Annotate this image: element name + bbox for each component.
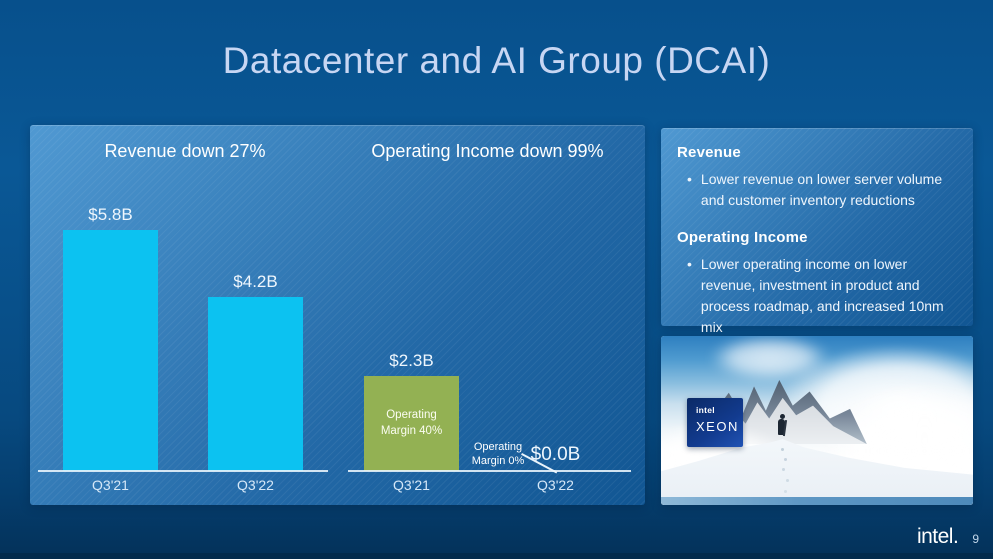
bullet-icon: • [687,171,692,187]
operating-margin-0-label: Operating Margin 0% [471,441,525,468]
operating-income-section-heading: Operating Income [677,229,808,246]
intel-logo-small: intel [696,405,715,415]
chart-panel: Revenue down 27% Operating Income down 9… [30,125,645,505]
footer: intel. 9 [917,525,979,549]
operating-income-section: Operating Income • Lower operating incom… [677,229,957,338]
x-tick-label: Q3'22 [237,477,274,493]
xeon-label: XEON [696,419,739,434]
intel-xeon-badge: intel XEON [687,398,743,447]
bar-value-label: $5.8B [88,205,133,224]
climber-head [779,414,785,420]
revenue-bullet-text: Lower revenue on lower server volume and… [700,171,943,208]
climber-body [778,419,786,436]
revenue-bar-q322 [208,297,303,471]
opinc-bar-q321: Operating Margin 40% [364,376,459,471]
revenue-section: Revenue • Lower revenue on lower server … [677,144,957,211]
bar-value-label: $2.3B [389,351,434,370]
bottom-strip [0,553,993,559]
x-tick-label: Q3'21 [393,477,430,493]
operating-income-chart-header: Operating Income down 99% [371,141,604,161]
commentary-panel: Revenue • Lower revenue on lower server … [661,128,973,335]
page-title: Datacenter and AI Group (DCAI) [222,40,771,81]
bar-group-revenue-q321: $5.8B [63,205,158,471]
operating-income-bullet: • Lower operating income on lower revenu… [677,254,957,338]
photo-bottom-strip [661,497,973,505]
bar-group-opinc-q322: $0.0B [508,444,603,471]
mountain-photo: intel XEON [661,336,973,505]
x-tick-label: Q3'21 [92,477,129,493]
revenue-bar-q321 [63,230,158,471]
revenue-chart-header: Revenue down 27% [104,141,266,161]
x-tick-label: Q3'22 [537,477,574,493]
page-number: 9 [972,532,979,546]
bar-value-label: $4.2B [233,272,278,291]
revenue-section-heading: Revenue [677,144,741,161]
bar-value-label: $0.0B [530,444,581,465]
operating-margin-40-label: Operating Margin 40% [380,408,443,437]
revenue-axis-line [38,470,328,472]
climber-silhouette [777,414,787,439]
operating-income-bullet-text: Lower operating income on lower revenue,… [700,256,944,335]
footprints [781,447,785,451]
bullet-icon: • [687,256,692,272]
opinc-axis-line [348,470,631,472]
intel-logo: intel. [916,525,959,548]
bar-group-opinc-q321: $2.3B Operating Margin 40% [364,351,459,471]
cloud [710,336,830,380]
revenue-bullet: • Lower revenue on lower server volume a… [677,169,957,211]
bar-group-revenue-q322: $4.2B [208,272,303,471]
